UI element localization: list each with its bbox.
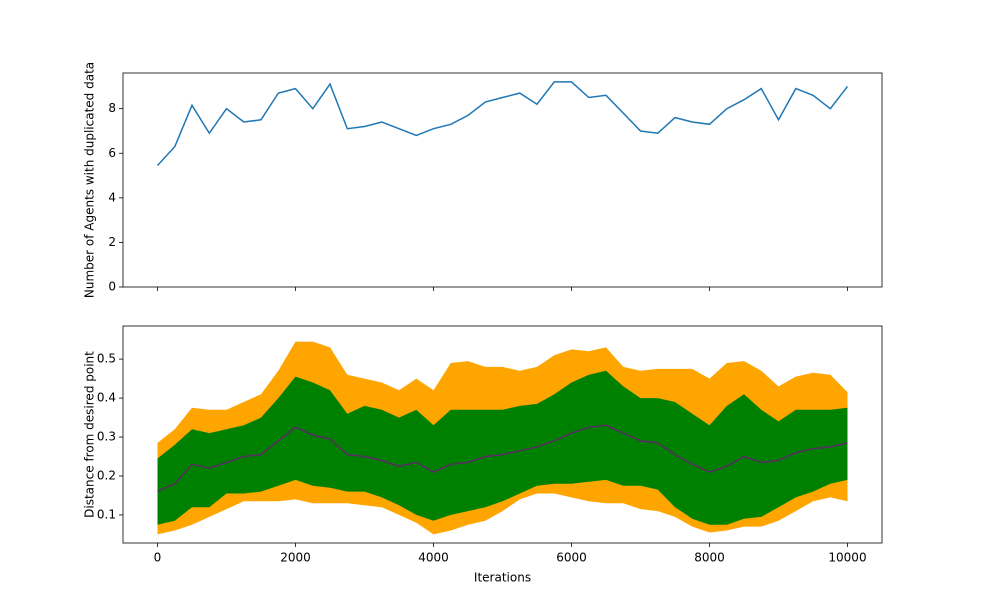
y-axis-label: Distance from desired point bbox=[83, 351, 97, 518]
x-axis-label: Iterations bbox=[474, 571, 531, 585]
y-tick-label: 0.4 bbox=[97, 391, 116, 405]
x-tick-label: 6000 bbox=[556, 551, 587, 565]
data-line bbox=[156, 81, 849, 167]
y-tick-label: 8 bbox=[108, 101, 116, 115]
mean-line bbox=[157, 424, 848, 493]
x-tick-label: 4000 bbox=[418, 551, 449, 565]
y-axis-label: Number of Agents with duplicated data bbox=[83, 62, 97, 298]
x-tick-label: 0 bbox=[154, 551, 162, 565]
y-tick-label: 0.2 bbox=[97, 468, 116, 482]
y-tick-label: 2 bbox=[108, 235, 116, 249]
band-area bbox=[157, 370, 848, 525]
y-tick-label: 0.3 bbox=[97, 430, 116, 444]
y-tick-label: 0 bbox=[108, 280, 116, 294]
y-tick-label: 4 bbox=[108, 190, 116, 204]
y-tick-label: 6 bbox=[108, 146, 116, 160]
axes-frame bbox=[122, 325, 883, 544]
y-tick-label: 0.1 bbox=[97, 507, 116, 521]
x-tick-label: 2000 bbox=[280, 551, 311, 565]
y-tick-label: 0.5 bbox=[97, 352, 116, 366]
axes-frame bbox=[122, 72, 883, 288]
x-tick-label: 8000 bbox=[694, 551, 725, 565]
x-tick-label: 10000 bbox=[828, 551, 866, 565]
